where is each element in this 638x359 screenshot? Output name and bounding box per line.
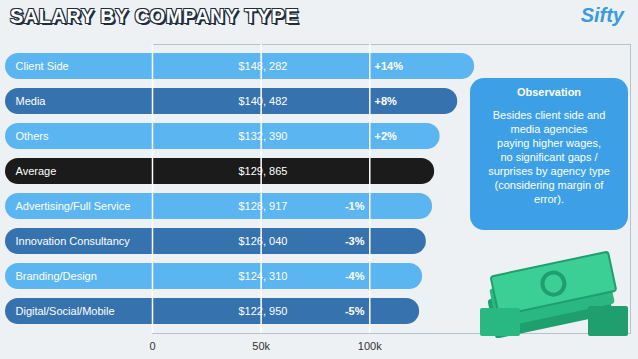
- svg-text:-1%: -1%: [345, 200, 365, 212]
- svg-text:$140, 482: $140, 482: [239, 95, 288, 107]
- svg-text:-4%: -4%: [345, 270, 365, 282]
- svg-text:Client Side: Client Side: [16, 60, 69, 72]
- html-text:surprises by agency type: surprises by agency type: [488, 165, 610, 177]
- svg-text:$148, 282: $148, 282: [239, 60, 288, 72]
- html-text:(considering margin of: (considering margin of: [494, 179, 604, 191]
- svg-text:+14%: +14%: [375, 60, 404, 72]
- svg-text:+8%: +8%: [375, 95, 398, 107]
- svg-text:$122, 950: $122, 950: [239, 305, 288, 317]
- svg-text:$124, 310: $124, 310: [239, 270, 288, 282]
- svg-text:Advertising/Full Service: Advertising/Full Service: [16, 200, 131, 212]
- svg-text:50k: 50k: [252, 340, 270, 352]
- svg-text:$132, 390: $132, 390: [239, 130, 288, 142]
- svg-text:-5%: -5%: [345, 305, 365, 317]
- html-text:Sifty: Sifty: [580, 4, 624, 26]
- svg-text:Innovation Consultancy: Innovation Consultancy: [16, 235, 131, 247]
- html-text:SALARY BY COMPANY TYPE: SALARY BY COMPANY TYPE: [10, 5, 299, 27]
- html-text:Besides client side and: Besides client side and: [492, 109, 606, 121]
- svg-text:0: 0: [149, 340, 155, 352]
- svg-text:$129, 865: $129, 865: [239, 165, 288, 177]
- svg-text:Others: Others: [16, 130, 50, 142]
- svg-text:+2%: +2%: [375, 130, 398, 142]
- svg-text:Branding/Design: Branding/Design: [16, 270, 97, 282]
- html-text:paying higher wages,: paying higher wages,: [497, 137, 601, 149]
- svg-text:$128, 917: $128, 917: [239, 200, 288, 212]
- html-text:no significant gaps /: no significant gaps /: [500, 151, 598, 163]
- html-text:Observation: Observation: [516, 86, 582, 98]
- svg-text:Average: Average: [16, 165, 57, 177]
- svg-text:-3%: -3%: [345, 235, 365, 247]
- svg-text:Digital/Social/Mobile: Digital/Social/Mobile: [16, 305, 115, 317]
- html-text:error).: error).: [534, 193, 564, 205]
- svg-text:$126, 040: $126, 040: [239, 235, 288, 247]
- svg-text:100k: 100k: [358, 340, 382, 352]
- svg-text:Media: Media: [16, 95, 47, 107]
- html-text:media agencies: media agencies: [510, 123, 588, 135]
